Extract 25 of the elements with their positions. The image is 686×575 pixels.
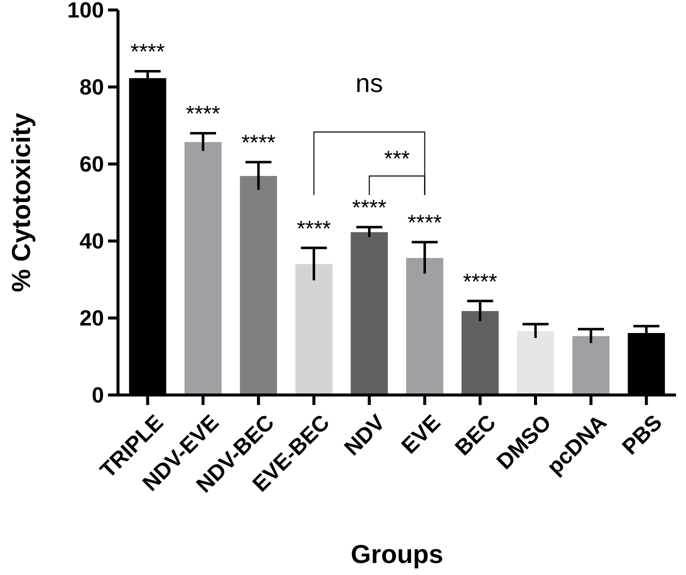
- bar: [462, 311, 499, 395]
- annotation: ****: [241, 130, 276, 156]
- annotation: ****: [186, 101, 221, 126]
- annotation: ***: [384, 146, 410, 171]
- y-axis-title: % Cytotoxicity: [6, 112, 36, 292]
- x-axis-title: Groups: [350, 539, 444, 569]
- y-tick-label: 0: [92, 382, 104, 408]
- y-tick-label: 80: [80, 74, 104, 100]
- annotation: ****: [462, 269, 498, 294]
- annotation: ****: [408, 210, 442, 236]
- y-tick-label: 100: [67, 0, 104, 23]
- bar: [516, 331, 554, 395]
- bar: [240, 176, 278, 395]
- bar: [572, 336, 610, 395]
- annotation: ****: [130, 39, 166, 64]
- y-tick-label: 20: [80, 306, 104, 331]
- annotation: ****: [296, 216, 332, 241]
- annotation: ****: [352, 195, 387, 220]
- bar: [295, 264, 332, 395]
- y-tick-label: 60: [80, 152, 104, 177]
- bar: [184, 142, 222, 395]
- annotation: ns: [356, 68, 384, 98]
- y-tick-label: 40: [80, 228, 104, 254]
- bar: [350, 232, 388, 395]
- bar: [406, 258, 444, 395]
